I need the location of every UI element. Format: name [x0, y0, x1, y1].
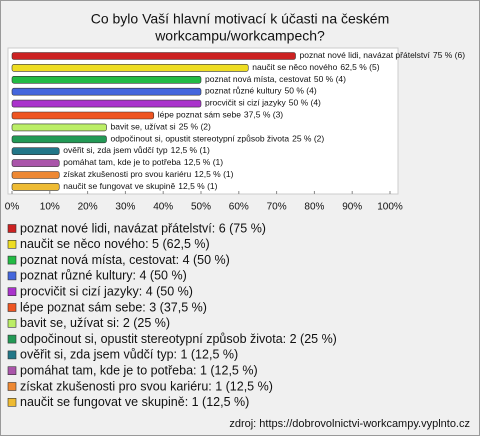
x-tick-label: 80%: [304, 202, 324, 213]
data-label-category: ověřit si, zda jsem vůdčí typ: [63, 145, 168, 155]
data-label-value: 25 % (2): [179, 122, 211, 132]
legend-swatch: [7, 287, 17, 297]
chart-title: workcampu/workcampech?: [154, 28, 325, 44]
data-label-value: 50 % (4): [289, 98, 321, 108]
bar: [11, 64, 249, 72]
plot-area: [7, 47, 399, 195]
data-label-value: 12,5 % (1): [184, 157, 223, 167]
legend-label: získat zkušenosti pro svou kariéru: 1 (1…: [20, 379, 273, 393]
source: zdroj: https://dobrovolnictvi-workcampy.…: [229, 418, 470, 430]
data-label: odpočinout si, opustit stereotypní způso…: [111, 134, 325, 144]
x-tick-label: 0%: [5, 202, 20, 213]
bar: [11, 171, 60, 179]
bar: [11, 123, 107, 132]
data-label: ověřit si, zda jsem vůdčí typ 12,5 % (1): [63, 145, 210, 155]
data-label-category: pomáhat tam, kde je to potřeba: [63, 157, 181, 167]
data-label-category: naučit se něco nového: [252, 62, 337, 72]
data-label-category: lépe poznat sám sebe: [158, 110, 241, 120]
x-tick-label: 70%: [267, 202, 287, 213]
data-label: poznat nové lidi, navázat přátelství 75 %…: [300, 50, 466, 60]
legend-swatch: [7, 240, 17, 249]
legend-label: lépe poznat sám sebe: 3 (37,5 %): [20, 300, 207, 314]
x-tick-label: 30%: [115, 202, 135, 213]
data-label-value: 50 % (4): [285, 86, 317, 96]
x-tick-label: 60%: [229, 202, 249, 213]
data-label-category: poznat nová místa, cestovat: [205, 74, 311, 84]
x-tick-label: 100%: [377, 202, 403, 213]
legend-swatch: [7, 382, 17, 391]
data-label-category: odpočinout si, opustit stereotypní způso…: [111, 134, 290, 144]
data-label: pomáhat tam, kde je to potřeba 12,5 % (1): [63, 157, 223, 167]
legend-label: procvičit si cizí jazyky: 4 (50 %): [20, 284, 193, 298]
data-label-category: poznat různé kultury: [205, 86, 282, 96]
x-tick-label: 10%: [40, 202, 60, 213]
data-label-category: bavit se, užívat si: [111, 122, 176, 132]
x-tick-label: 90%: [342, 202, 362, 213]
data-label: poznat různé kultury 50 % (4): [205, 86, 317, 96]
bar: [11, 135, 107, 144]
data-label: naučit se něco nového 62,5 % (5): [252, 62, 379, 72]
data-label-value: 25 % (2): [292, 134, 324, 144]
bar: [11, 52, 296, 60]
data-label-value: 62,5 % (5): [340, 62, 379, 72]
legend-swatch: [7, 271, 17, 281]
bar: [11, 147, 60, 155]
legend-swatch: [7, 224, 17, 233]
data-label-value: 12,5 % (1): [178, 181, 217, 191]
bar: [11, 183, 60, 191]
data-label: procvičit si cizí jazyky 50 % (4): [205, 98, 321, 108]
data-label-value: 50 % (4): [314, 74, 346, 84]
bar: [11, 87, 202, 96]
legend-swatch: [7, 366, 17, 376]
legend-label: poznat nová místa, cestovat: 4 (50 %): [20, 253, 230, 267]
legend-swatch: [7, 303, 17, 312]
legend-swatch: [7, 334, 17, 344]
data-label-value: 75 % (6): [433, 50, 465, 60]
legend-swatch: [7, 318, 17, 328]
bar: [11, 99, 202, 108]
legend-label: bavit se, užívat si: 2 (25 %): [20, 316, 170, 330]
data-label-value: 12,5 % (1): [194, 169, 233, 179]
legend-label: ověřit si, zda jsem vůdčí typ: 1 (12,5 %…: [20, 348, 238, 362]
data-label-value: 12,5 % (1): [171, 145, 210, 155]
data-label-value: 37,5 % (3): [244, 110, 283, 120]
legend-swatch: [7, 350, 17, 360]
x-tick-label: 50%: [191, 202, 211, 213]
data-label-category: poznat nové lidi, navázat přátelství: [300, 50, 431, 60]
data-label: získat zkušenosti pro svou kariéru 12,5 %…: [63, 169, 233, 179]
legend-swatch: [7, 255, 17, 265]
legend-label: odpočinout si, opustit stereotypní způso…: [20, 332, 337, 346]
data-label-category: získat zkušenosti pro svou kariéru: [63, 169, 191, 179]
legend-label: naučit se fungovat ve skupině: 1 (12,5 %…: [20, 395, 249, 409]
legend-label: poznat různé kultury: 4 (50 %): [20, 269, 187, 283]
legend-label: poznat nové lidi, navázat přátelství: 6 …: [20, 221, 266, 235]
x-tick-label: 20%: [78, 202, 98, 213]
legend-label: pomáhat tam, kde je to potřeba: 1 (12,5 …: [20, 363, 258, 377]
data-label-category: naučit se fungovat ve skupině: [63, 181, 175, 191]
x-tick-label: 40%: [153, 202, 173, 213]
data-label: bavit se, užívat si 25 % (2): [111, 122, 211, 132]
chart-title: Co bylo Vaší hlavní motivací k účasti na…: [91, 11, 390, 27]
bar: [11, 76, 202, 84]
legend-label: naučit se něco nového: 5 (62,5 %): [20, 237, 210, 251]
data-label: naučit se fungovat ve skupině 12,5 % (1): [63, 181, 217, 191]
data-label: lépe poznat sám sebe 37,5 % (3): [158, 110, 284, 120]
bar: [11, 111, 155, 120]
data-label-category: procvičit si cizí jazyky: [205, 98, 287, 108]
bar: [11, 159, 60, 167]
legend-swatch: [7, 397, 17, 407]
data-label: poznat nová místa, cestovat 50 % (4): [205, 74, 346, 84]
